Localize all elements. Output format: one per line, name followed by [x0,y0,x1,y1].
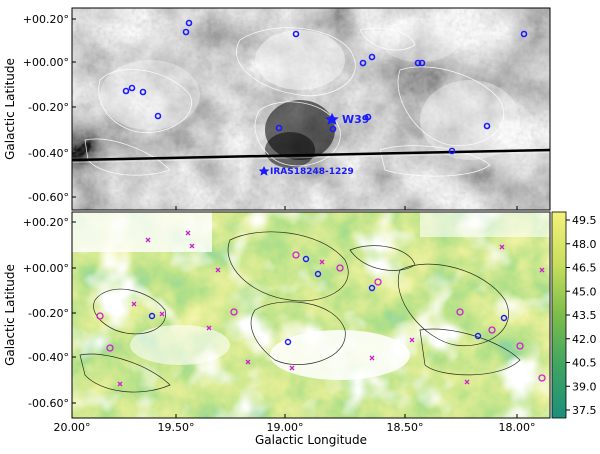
x-tick-label: 18.00° [499,421,536,434]
colorbar-tick-label: 39.0 [572,380,597,393]
colorbar-tick-label: 46.5 [572,262,597,275]
x-tick-label: 19.50° [158,421,195,434]
y-tick-label-bottom: -00.40° [28,351,69,364]
y-tick-label-bottom: +00.20° [23,216,69,229]
y-axis-ticks-bottom: +00.20° +00.00° -00.20° -00.40° -00.60° [23,216,76,410]
colorbar-tick-label: 45.0 [572,285,597,298]
bottom-panel-map [72,212,550,418]
colorbar-tick-label: 42.0 [572,333,597,346]
w39-label: W39 [342,113,369,126]
y-tick-label-top: -00.20° [28,101,69,114]
y-tick-label-top: -00.40° [28,147,69,160]
y-tick-label-bottom: +00.00° [23,262,69,275]
x-axis-label: Galactic Longitude [255,433,367,447]
y-tick-label-top: -00.60° [28,191,69,204]
w39-star-marker [325,113,339,125]
colorbar-tick-label: 49.5 [572,214,597,227]
y-tick-label-top: +00.20° [23,13,69,26]
bottom-panel-frame [71,211,551,419]
x-tick-label: 18.50° [387,421,424,434]
y-tick-label-bottom: -00.20° [28,307,69,320]
y-tick-label-top: +00.00° [23,56,69,69]
top-source-markers [122,19,528,155]
y-axis-label-top: Galactic Latitude [3,58,17,160]
y-axis-label-bottom: Galactic Latitude [3,264,17,366]
colorbar-tick-label: 43.5 [572,309,597,322]
x-axis-ticks: 20.00° 19.50° 19.00° 18.50° 18.00° [54,206,536,434]
x-tick-label: 20.00° [54,421,91,434]
colorbar-tick-label: 37.5 [572,404,597,417]
iras-star-marker [258,166,270,176]
colorbar-tick-label: 48.0 [572,238,597,251]
y-tick-label-bottom: -00.60° [28,397,69,410]
top-panel-image [72,8,550,210]
y-axis-ticks-top: +00.20° +00.00° -00.20° -00.40° -00.60° [23,13,76,204]
colorbar [551,211,567,419]
bottom-magenta-markers [96,230,546,387]
colorbar-ticks: 49.5 48.0 46.5 45.0 43.5 42.0 40.5 39.0 37.5 [566,214,597,417]
colorbar-tick-label: 40.5 [572,357,597,370]
bottom-blue-markers [148,255,508,346]
iras-label: IRAS18248-1229 [270,167,354,177]
top-panel-frame [71,7,551,211]
x-tick-label: 19.00° [267,421,304,434]
